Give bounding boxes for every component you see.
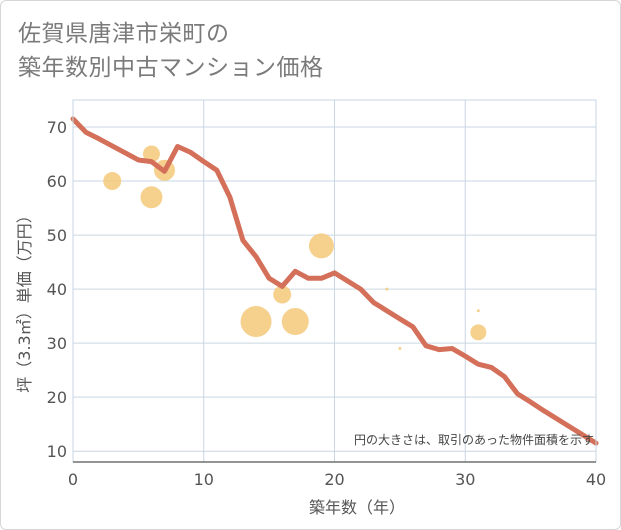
bubble-point xyxy=(240,306,272,338)
bubble-point xyxy=(398,347,402,351)
bubble-point xyxy=(142,145,160,163)
bubble-point xyxy=(273,285,292,304)
bubble-point xyxy=(308,233,334,259)
plot-frame xyxy=(72,99,597,463)
title-line-1: 佐賀県唐津市栄町の xyxy=(18,21,230,47)
y-tick-label: 30 xyxy=(47,334,67,353)
y-axis-label: 坪（3.3㎡）単価（万円） xyxy=(15,207,34,392)
average-price-line xyxy=(70,116,599,446)
bubble-point xyxy=(281,308,309,336)
bubble-point xyxy=(103,172,122,191)
bubble-point xyxy=(476,309,480,313)
bubble-point xyxy=(385,287,389,291)
y-tick-label: 60 xyxy=(47,172,67,191)
bubble-point xyxy=(140,186,163,209)
bubble-size-note: 円の大きさは、取引のあった物件面積を示す xyxy=(354,432,594,447)
line-layer xyxy=(70,116,599,446)
x-tick-label: 10 xyxy=(194,470,214,489)
x-tick-label: 40 xyxy=(586,470,606,489)
x-tick-label: 30 xyxy=(455,470,475,489)
chart-title: 佐賀県唐津市栄町の 築年数別中古マンション価格 xyxy=(18,17,324,85)
x-tick-label: 0 xyxy=(68,470,78,489)
y-tick-label: 10 xyxy=(47,442,67,461)
x-axis-label: 築年数（年） xyxy=(309,498,405,517)
y-tick-label: 50 xyxy=(47,226,67,245)
title-line-2: 築年数別中古マンション価格 xyxy=(18,55,324,81)
x-tick-label: 20 xyxy=(324,470,344,489)
y-tick-label: 40 xyxy=(47,280,67,299)
bubble-layer xyxy=(103,145,487,351)
y-tick-label: 20 xyxy=(47,388,67,407)
y-tick-label: 70 xyxy=(47,118,67,137)
bubble-point xyxy=(470,324,487,341)
